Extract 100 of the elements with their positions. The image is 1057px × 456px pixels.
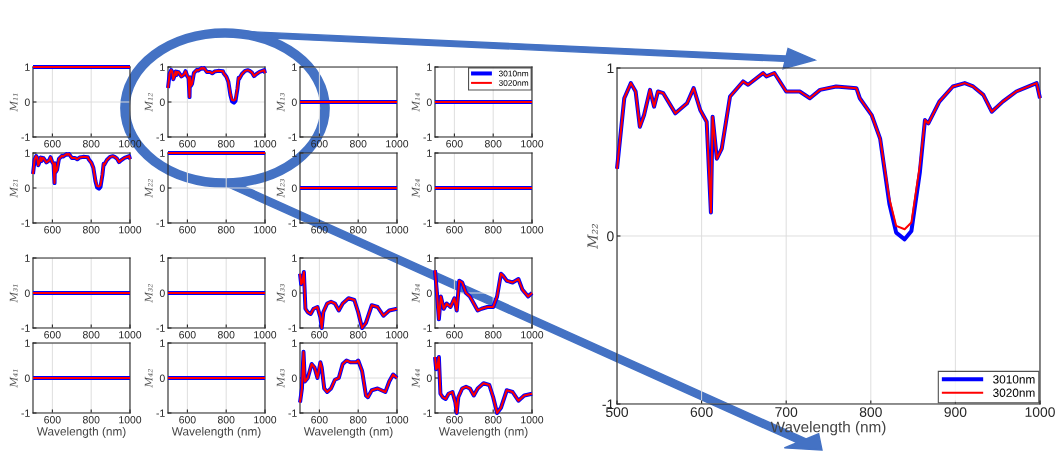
x-tick-label: 1000 (119, 331, 142, 339)
x-axis-title: Wavelength (nm) (36, 426, 126, 438)
y-axis-title: M₁₁ (9, 93, 18, 112)
x-axis-title: Wavelength (nm) (171, 426, 261, 438)
x-tick-label: 1000 (521, 140, 544, 148)
x-tick-label: 1000 (386, 416, 409, 424)
x-tick-label: 1000 (254, 140, 277, 148)
y-tick-label: 0 (24, 184, 30, 192)
x-tick-label: 800 (859, 407, 882, 417)
x-tick-label: 600 (44, 226, 61, 234)
y-axis-title: M₄₄ (411, 368, 420, 388)
x-tick-label: 600 (690, 407, 713, 417)
y-tick-label: 1 (160, 339, 165, 347)
x-tick-label: 800 (484, 416, 502, 424)
y-tick-label: -1 (21, 409, 30, 417)
x-tick-label: 1000 (254, 416, 277, 424)
x-tick-label: 1000 (254, 331, 277, 339)
x-tick-label: 800 (217, 331, 235, 339)
y-tick-label: 1 (25, 63, 30, 71)
x-tick-label: 800 (349, 331, 367, 339)
x-tick-label: 600 (179, 416, 196, 424)
y-tick-label: 0 (159, 374, 165, 382)
y-axis-title: M₂₄ (411, 178, 420, 198)
x-tick-label: 1000 (386, 331, 409, 339)
x-tick-label: 600 (311, 416, 328, 424)
x-tick-label: 900 (944, 407, 967, 417)
y-axis-title: M₄₁ (9, 369, 18, 388)
y-tick-label: 1 (160, 63, 165, 71)
y-tick-label: 1 (292, 149, 297, 157)
x-tick-label: 600 (44, 416, 61, 424)
y-tick-label: -1 (156, 219, 165, 227)
y-tick-label: 1 (427, 254, 432, 262)
x-tick-label: 800 (349, 226, 367, 234)
y-axis-title: M₃₄ (411, 283, 420, 303)
x-axis-title: Wavelength (nm) (438, 426, 528, 438)
y-tick-label: 0 (426, 98, 432, 106)
y-tick-label: 0 (24, 289, 30, 297)
x-tick-label: 800 (217, 416, 235, 424)
y-axis-title: M₂₂ (587, 223, 598, 249)
y-tick-label: 1 (292, 63, 297, 71)
legend-label: 3010nm (993, 375, 1035, 384)
x-tick-label: 800 (349, 140, 367, 148)
y-tick-label: 1 (292, 339, 297, 347)
y-tick-label: 1 (160, 254, 165, 262)
y-axis-title: M₃₃ (276, 283, 285, 303)
y-axis-title: M₂₂ (144, 178, 153, 198)
y-tick-label: 0 (426, 374, 432, 382)
y-axis-title: M₃₁ (9, 284, 18, 303)
y-axis-title: M₁₂ (144, 92, 153, 112)
y-tick-label: 0 (426, 289, 432, 297)
x-tick-label: 1000 (386, 226, 409, 234)
y-tick-label: -1 (21, 219, 30, 227)
x-tick-label: 800 (82, 140, 100, 148)
legend-label: 3020nm (993, 388, 1035, 397)
y-axis-title: M₁₃ (276, 92, 285, 112)
x-tick-label: 600 (44, 331, 61, 339)
x-tick-label: 500 (605, 407, 629, 417)
y-tick-label: 0 (291, 184, 297, 192)
y-axis-title: M₂₁ (9, 179, 18, 198)
y-tick-label: 0 (24, 374, 30, 382)
x-tick-label: 600 (446, 226, 463, 234)
x-tick-label: 1000 (119, 416, 142, 424)
y-axis-title: M₂₃ (276, 178, 285, 198)
y-tick-label: -1 (423, 219, 432, 227)
y-tick-label: 1 (25, 149, 30, 157)
y-tick-label: 0 (607, 231, 614, 242)
x-tick-label: 800 (484, 140, 502, 148)
y-axis-title: M₃₂ (144, 283, 153, 303)
y-tick-label: 1 (607, 63, 614, 74)
x-tick-label: 1000 (119, 226, 142, 234)
x-tick-label: 700 (775, 407, 798, 417)
y-tick-label: -1 (156, 324, 165, 332)
x-tick-label: 1000 (521, 416, 544, 424)
x-tick-label: 1000 (254, 226, 277, 234)
y-tick-label: 0 (159, 184, 165, 192)
y-axis-title: M₄₂ (144, 368, 153, 388)
x-tick-label: 800 (349, 416, 367, 424)
y-tick-label: 0 (24, 98, 30, 106)
x-tick-label: 1000 (386, 140, 409, 148)
y-tick-label: -1 (21, 133, 30, 141)
y-tick-label: -1 (156, 133, 165, 141)
x-tick-label: 600 (179, 331, 196, 339)
y-axis-title: M₁₄ (411, 92, 420, 112)
y-tick-label: 1 (292, 254, 297, 262)
x-tick-label: 600 (44, 140, 61, 148)
legend-label: 3020nm (498, 79, 529, 86)
y-tick-label: 1 (427, 63, 432, 71)
x-tick-label: 800 (484, 226, 502, 234)
x-tick-label: 600 (311, 331, 328, 339)
y-tick-label: -1 (21, 324, 30, 332)
y-tick-label: 1 (427, 339, 432, 347)
x-tick-label: 600 (446, 331, 463, 339)
x-tick-label: 600 (179, 226, 196, 234)
y-tick-label: -1 (423, 409, 432, 417)
x-tick-label: 800 (484, 331, 502, 339)
x-axis-title: Wavelength (nm) (303, 426, 393, 438)
y-tick-label: 0 (291, 289, 297, 297)
x-tick-label: 600 (179, 140, 196, 148)
y-tick-label: 1 (25, 254, 30, 262)
x-tick-label: 600 (446, 416, 463, 424)
